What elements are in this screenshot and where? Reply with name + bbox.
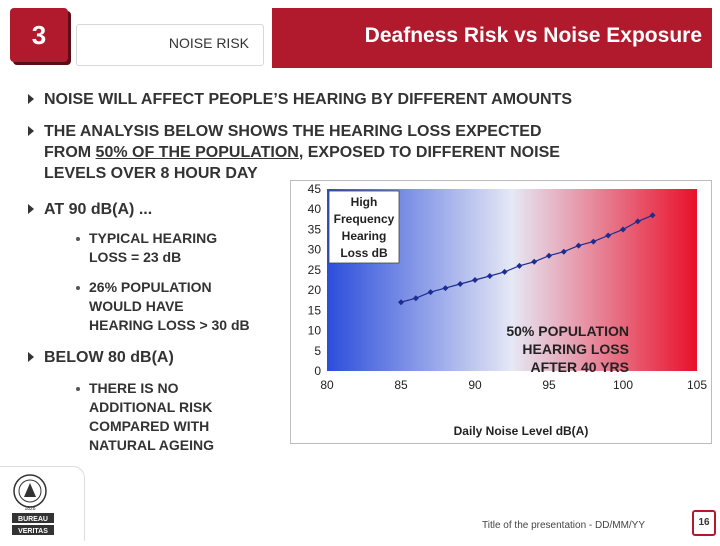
- data-point: [398, 299, 404, 306]
- data-point: [590, 238, 597, 245]
- underlined-phrase: 50% OF THE POPULATION: [95, 144, 299, 161]
- bullet-arrow-icon: [28, 204, 34, 214]
- series-line: [400, 214, 653, 303]
- annotation-line-3: AFTER 40 YRS: [530, 359, 629, 375]
- x-tick-label: 80: [320, 378, 334, 392]
- slide-title: Deafness Risk vs Noise Exposure: [364, 24, 702, 47]
- bullet-3-text: AT 90 dB(A) ...: [44, 201, 153, 218]
- page-number: 16: [692, 510, 716, 536]
- y-tick-label: 5: [314, 344, 321, 358]
- x-tick-label: 85: [394, 378, 408, 392]
- sub-bullet-line: HEARING LOSS > 30 dB: [89, 317, 250, 333]
- y-tick-label: 20: [308, 283, 322, 297]
- data-point: [442, 285, 449, 292]
- x-tick-label: 100: [613, 378, 633, 392]
- sub-bullet-dot-icon: [76, 387, 80, 391]
- bureau-veritas-logo-icon: BUREAU VERITAS 1828: [12, 474, 54, 535]
- presentation-title: Title of the presentation - DD/MM/YY: [482, 520, 646, 531]
- legend-line-1: High: [351, 195, 378, 209]
- logo-word-2: VERITAS: [18, 528, 48, 535]
- annotation-line-1: 50% POPULATION: [506, 323, 629, 339]
- y-tick-label: 25: [308, 263, 322, 277]
- bullet-arrow-icon: [28, 94, 34, 104]
- sub-bullet-dot-icon: [76, 286, 80, 290]
- legend-box: [328, 190, 400, 264]
- data-point: [605, 232, 612, 239]
- sub-bullet-line: COMPARED WITH: [89, 418, 210, 434]
- y-tick-label: 35: [308, 222, 322, 236]
- bullet-2-line-1: THE ANALYSIS BELOW SHOWS THE HEARING LOS…: [44, 123, 542, 140]
- y-tick-label: 0: [314, 364, 321, 378]
- data-point: [516, 262, 523, 269]
- data-point: [472, 277, 478, 283]
- sub-bullet-line: 26% POPULATION: [89, 279, 212, 295]
- data-point: [560, 248, 567, 255]
- chart-frame: 0 5 10 15 20 25 30 35 40 45 80 85 90 95 100 105 High F…: [290, 180, 712, 444]
- legend-line-2: Frequency: [334, 212, 395, 226]
- sub-bullet-line: TYPICAL HEARING: [89, 230, 218, 246]
- sub-bullet-line: LOSS = 23 dB: [89, 249, 182, 265]
- data-point: [486, 272, 493, 279]
- bullet-arrow-icon: [28, 352, 34, 362]
- sub-bullet-line: ADDITIONAL RISK: [89, 399, 213, 415]
- x-axis-label: Daily Noise Level dB(A): [454, 424, 589, 438]
- bullet-arrow-icon: [28, 126, 34, 136]
- data-point: [412, 295, 419, 302]
- y-tick-label: 10: [308, 324, 322, 338]
- data-point: [501, 268, 508, 275]
- company-logo: BUREAU VERITAS 1828: [0, 466, 85, 541]
- x-tick-label: 90: [468, 378, 482, 392]
- logo-word-1: BUREAU: [18, 516, 48, 523]
- y-tick-label: 45: [308, 182, 322, 196]
- section-label: NOISE RISK: [168, 35, 249, 51]
- data-point: [620, 226, 626, 233]
- x-tick-label: 105: [687, 378, 707, 392]
- bullet-1-text: NOISE WILL AFFECT PEOPLE’S HEARING BY DI…: [44, 91, 573, 108]
- data-point: [575, 242, 582, 249]
- y-tick-label: 30: [308, 243, 322, 257]
- title-bar: Deafness Risk vs Noise Exposure: [272, 8, 712, 68]
- data-point: [649, 212, 656, 219]
- data-point: [457, 281, 464, 288]
- data-point: [531, 258, 538, 265]
- data-point: [546, 252, 552, 259]
- bullet-2-line-2: FROM 50% OF THE POPULATION, EXPOSED TO D…: [44, 144, 560, 161]
- sub-bullet-line: WOULD HAVE: [89, 298, 184, 314]
- slide-number-badge: 3: [10, 8, 68, 62]
- logo-year: 1828: [24, 506, 35, 512]
- x-tick-label: 95: [542, 378, 556, 392]
- data-point: [634, 218, 641, 225]
- hearing-loss-chart: 0 5 10 15 20 25 30 35 40 45 80 85 90 95 100 105 High F…: [308, 182, 708, 438]
- legend-line-3: Hearing: [342, 229, 387, 243]
- legend-line-4: Loss dB: [340, 246, 388, 260]
- bullet-4-text: BELOW 80 dB(A): [44, 349, 174, 366]
- section-tab: NOISE RISK: [76, 24, 264, 66]
- bullet-2-line-3: LEVELS OVER 8 HOUR DAY: [44, 165, 258, 182]
- sub-bullet-line: THERE IS NO: [89, 380, 179, 396]
- sub-bullet-line: NATURAL AGEING: [89, 437, 214, 453]
- y-tick-label: 40: [308, 202, 322, 216]
- sub-bullet-dot-icon: [76, 237, 80, 241]
- annotation-line-2: HEARING LOSS: [522, 341, 629, 357]
- slide-number: 3: [31, 20, 47, 50]
- data-point: [427, 289, 434, 296]
- y-tick-label: 15: [308, 303, 322, 317]
